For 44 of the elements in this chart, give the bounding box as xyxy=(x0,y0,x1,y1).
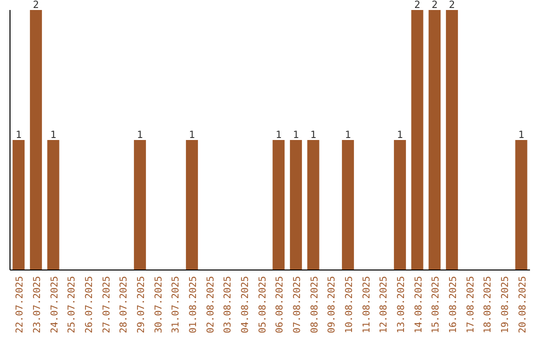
x-tick-label: 05.08.2025 xyxy=(257,276,268,334)
x-tick-label: 09.08.2025 xyxy=(326,276,338,334)
data-label: 2 xyxy=(432,0,438,11)
x-tick-label: 06.08.2025 xyxy=(274,276,286,334)
data-label: 2 xyxy=(448,0,455,11)
x-tick-label: 18.08.2025 xyxy=(482,276,494,334)
x-tick-label: 11.08.2025 xyxy=(361,276,372,334)
data-label: 1 xyxy=(344,130,351,141)
x-tick-label: 29.07.2025 xyxy=(136,276,147,334)
data-label: 1 xyxy=(310,130,316,141)
x-tick-label: 27.07.2025 xyxy=(101,276,112,334)
x-tick-label: 03.08.2025 xyxy=(222,276,234,334)
x-tick-label: 24.07.2025 xyxy=(49,276,60,334)
x-tick-label: 08.08.2025 xyxy=(309,276,320,334)
x-tick-label: 12.08.2025 xyxy=(378,276,390,334)
data-label: 1 xyxy=(518,130,524,141)
x-tick-label: 23.07.2025 xyxy=(32,276,43,334)
x-tick-label: 25.07.2025 xyxy=(66,276,78,334)
x-tick-label: 26.07.2025 xyxy=(84,276,95,334)
data-label: 1 xyxy=(16,130,22,141)
x-tick-label: 28.07.2025 xyxy=(118,276,130,334)
data-label: 1 xyxy=(188,130,195,141)
x-tick-label: 14.08.2025 xyxy=(413,276,424,334)
x-tick-label: 07.08.2025 xyxy=(292,276,303,334)
x-tick-label: 13.08.2025 xyxy=(396,276,407,334)
x-tick-label: 17.08.2025 xyxy=(465,276,476,334)
x-tick-label: 19.08.2025 xyxy=(500,276,511,334)
data-label: 2 xyxy=(32,0,39,11)
data-label: 2 xyxy=(414,0,420,11)
data-label: 1 xyxy=(276,130,282,141)
x-tick-label: 04.08.2025 xyxy=(240,276,251,334)
x-tick-label: 10.08.2025 xyxy=(344,276,355,334)
data-label: 1 xyxy=(50,130,56,141)
data-label: 1 xyxy=(396,130,403,141)
x-tick-label: 30.07.2025 xyxy=(153,276,164,334)
x-tick-label: 15.08.2025 xyxy=(430,276,442,334)
data-label: 1 xyxy=(136,130,143,141)
x-tick-label: 16.08.2025 xyxy=(448,276,459,334)
x-tick-label: 01.08.2025 xyxy=(188,276,199,334)
x-tick-label: 31.07.2025 xyxy=(170,276,182,334)
data-label: 1 xyxy=(292,130,299,141)
x-tick-label: 22.07.2025 xyxy=(14,276,26,334)
x-tick-label: 20.08.2025 xyxy=(517,276,528,334)
x-tick-label: 02.08.2025 xyxy=(205,276,216,334)
